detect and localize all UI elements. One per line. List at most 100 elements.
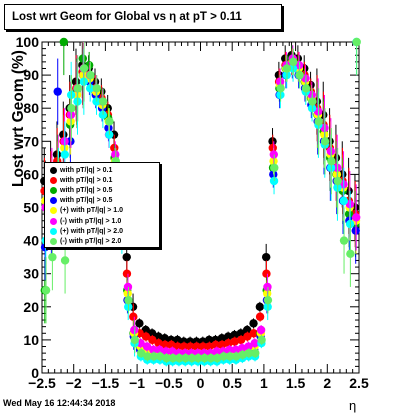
data-point bbox=[270, 163, 279, 172]
data-point bbox=[217, 340, 227, 350]
data-point bbox=[60, 150, 70, 159]
data-point bbox=[105, 117, 114, 126]
data-point bbox=[198, 342, 208, 351]
data-point bbox=[60, 256, 70, 265]
data-point bbox=[48, 252, 57, 262]
data-point bbox=[255, 312, 265, 321]
data-point bbox=[244, 342, 253, 351]
data-point bbox=[327, 156, 336, 166]
data-point bbox=[160, 340, 170, 350]
y-tick-label: 90 bbox=[23, 67, 39, 83]
legend-marker bbox=[50, 176, 57, 184]
legend-label: (-) with pT/|q| > 2.0 bbox=[60, 237, 122, 245]
data-point bbox=[308, 97, 317, 106]
data-point bbox=[250, 339, 259, 348]
data-point bbox=[255, 302, 265, 311]
data-point bbox=[314, 117, 323, 126]
legend-entry: (-) with pT/|q| > 1.0 bbox=[47, 216, 159, 226]
y-tick-label: 80 bbox=[23, 100, 39, 116]
data-point bbox=[263, 295, 273, 305]
data-point bbox=[232, 352, 241, 361]
legend: with pT/|q| > 0.1 with pT/|q| > 0.1 with… bbox=[44, 162, 160, 248]
data-point bbox=[149, 345, 158, 355]
data-point bbox=[181, 353, 190, 363]
data-point bbox=[174, 353, 184, 363]
legend-entry: with pT/|q| > 0.1 bbox=[47, 165, 159, 175]
data-point bbox=[289, 57, 298, 67]
data-point bbox=[130, 335, 140, 345]
data-point bbox=[231, 345, 240, 355]
data-point bbox=[124, 295, 133, 305]
legend-entry: (-) with pT/|q| > 2.0 bbox=[47, 236, 159, 246]
data-point bbox=[41, 286, 51, 295]
data-point bbox=[162, 353, 171, 363]
data-point bbox=[129, 312, 138, 321]
data-point bbox=[261, 252, 271, 262]
legend-entry: with pT/|q| > 0.1 bbox=[47, 175, 159, 185]
data-point bbox=[212, 347, 221, 356]
data-point bbox=[237, 343, 247, 353]
legend-label: (+) with pT/|q| > 1.0 bbox=[60, 207, 124, 215]
data-point bbox=[263, 282, 272, 292]
data-point bbox=[217, 334, 227, 343]
data-point bbox=[257, 335, 266, 345]
y-axis-label: Lost wrt Geom (%) bbox=[10, 50, 27, 187]
data-point bbox=[130, 325, 139, 335]
data-point bbox=[142, 342, 152, 351]
y-tick-label: 60 bbox=[23, 166, 39, 182]
data-point bbox=[333, 176, 342, 186]
x-tick-label: 2.5 bbox=[349, 375, 369, 391]
y-tick-label: 30 bbox=[23, 266, 39, 282]
data-point bbox=[187, 353, 197, 363]
data-point bbox=[173, 342, 182, 351]
data-point bbox=[73, 84, 82, 93]
y-tick-label: 40 bbox=[23, 233, 39, 249]
data-point bbox=[225, 352, 235, 361]
legend-marker bbox=[50, 186, 57, 194]
data-point bbox=[352, 213, 361, 222]
data-point bbox=[230, 337, 239, 346]
data-point bbox=[168, 353, 178, 363]
data-point bbox=[352, 37, 361, 47]
data-point bbox=[200, 353, 209, 363]
legend-entry: (+) with pT/|q| > 2.0 bbox=[47, 226, 159, 236]
data-point bbox=[160, 334, 169, 343]
x-tick-label: 0 bbox=[197, 375, 205, 391]
y-tick-label: 0 bbox=[31, 365, 39, 381]
data-point bbox=[98, 110, 108, 120]
x-tick-label: 2 bbox=[323, 375, 331, 391]
y-tick-label: 20 bbox=[23, 299, 39, 315]
legend-label: with pT/|q| > 0.5 bbox=[60, 197, 113, 205]
x-axis-label: η bbox=[349, 398, 357, 413]
x-tick-label: −1.5 bbox=[92, 375, 120, 391]
data-point bbox=[154, 339, 163, 348]
data-point bbox=[244, 348, 254, 358]
data-point bbox=[111, 150, 120, 159]
legend-label: with pT/|q| > 0.1 bbox=[60, 176, 113, 184]
legend-marker bbox=[50, 166, 57, 174]
data-point bbox=[79, 64, 89, 73]
x-tick-label: 0.5 bbox=[222, 375, 242, 391]
y-tick-label: 10 bbox=[23, 332, 39, 348]
data-point bbox=[204, 335, 214, 345]
data-point bbox=[213, 353, 222, 363]
data-point bbox=[339, 196, 348, 206]
legend-label: with pT/|q| > 0.5 bbox=[60, 186, 113, 194]
legend-label: with pT/|q| > 0.1 bbox=[60, 166, 113, 174]
y-tick-label: 100 bbox=[16, 34, 40, 50]
data-point bbox=[346, 249, 355, 259]
data-point bbox=[243, 332, 252, 341]
legend-marker bbox=[50, 207, 57, 215]
data-point bbox=[92, 84, 101, 93]
data-point bbox=[225, 345, 234, 355]
data-point bbox=[161, 347, 171, 356]
data-point bbox=[135, 319, 144, 328]
data-point bbox=[173, 335, 182, 345]
data-point bbox=[186, 342, 195, 351]
x-tick-label: 1.5 bbox=[286, 375, 306, 391]
data-point bbox=[268, 143, 277, 153]
data-point bbox=[149, 352, 159, 361]
data-point bbox=[320, 137, 330, 146]
legend-entry: with pT/|q| > 0.5 bbox=[47, 185, 159, 195]
